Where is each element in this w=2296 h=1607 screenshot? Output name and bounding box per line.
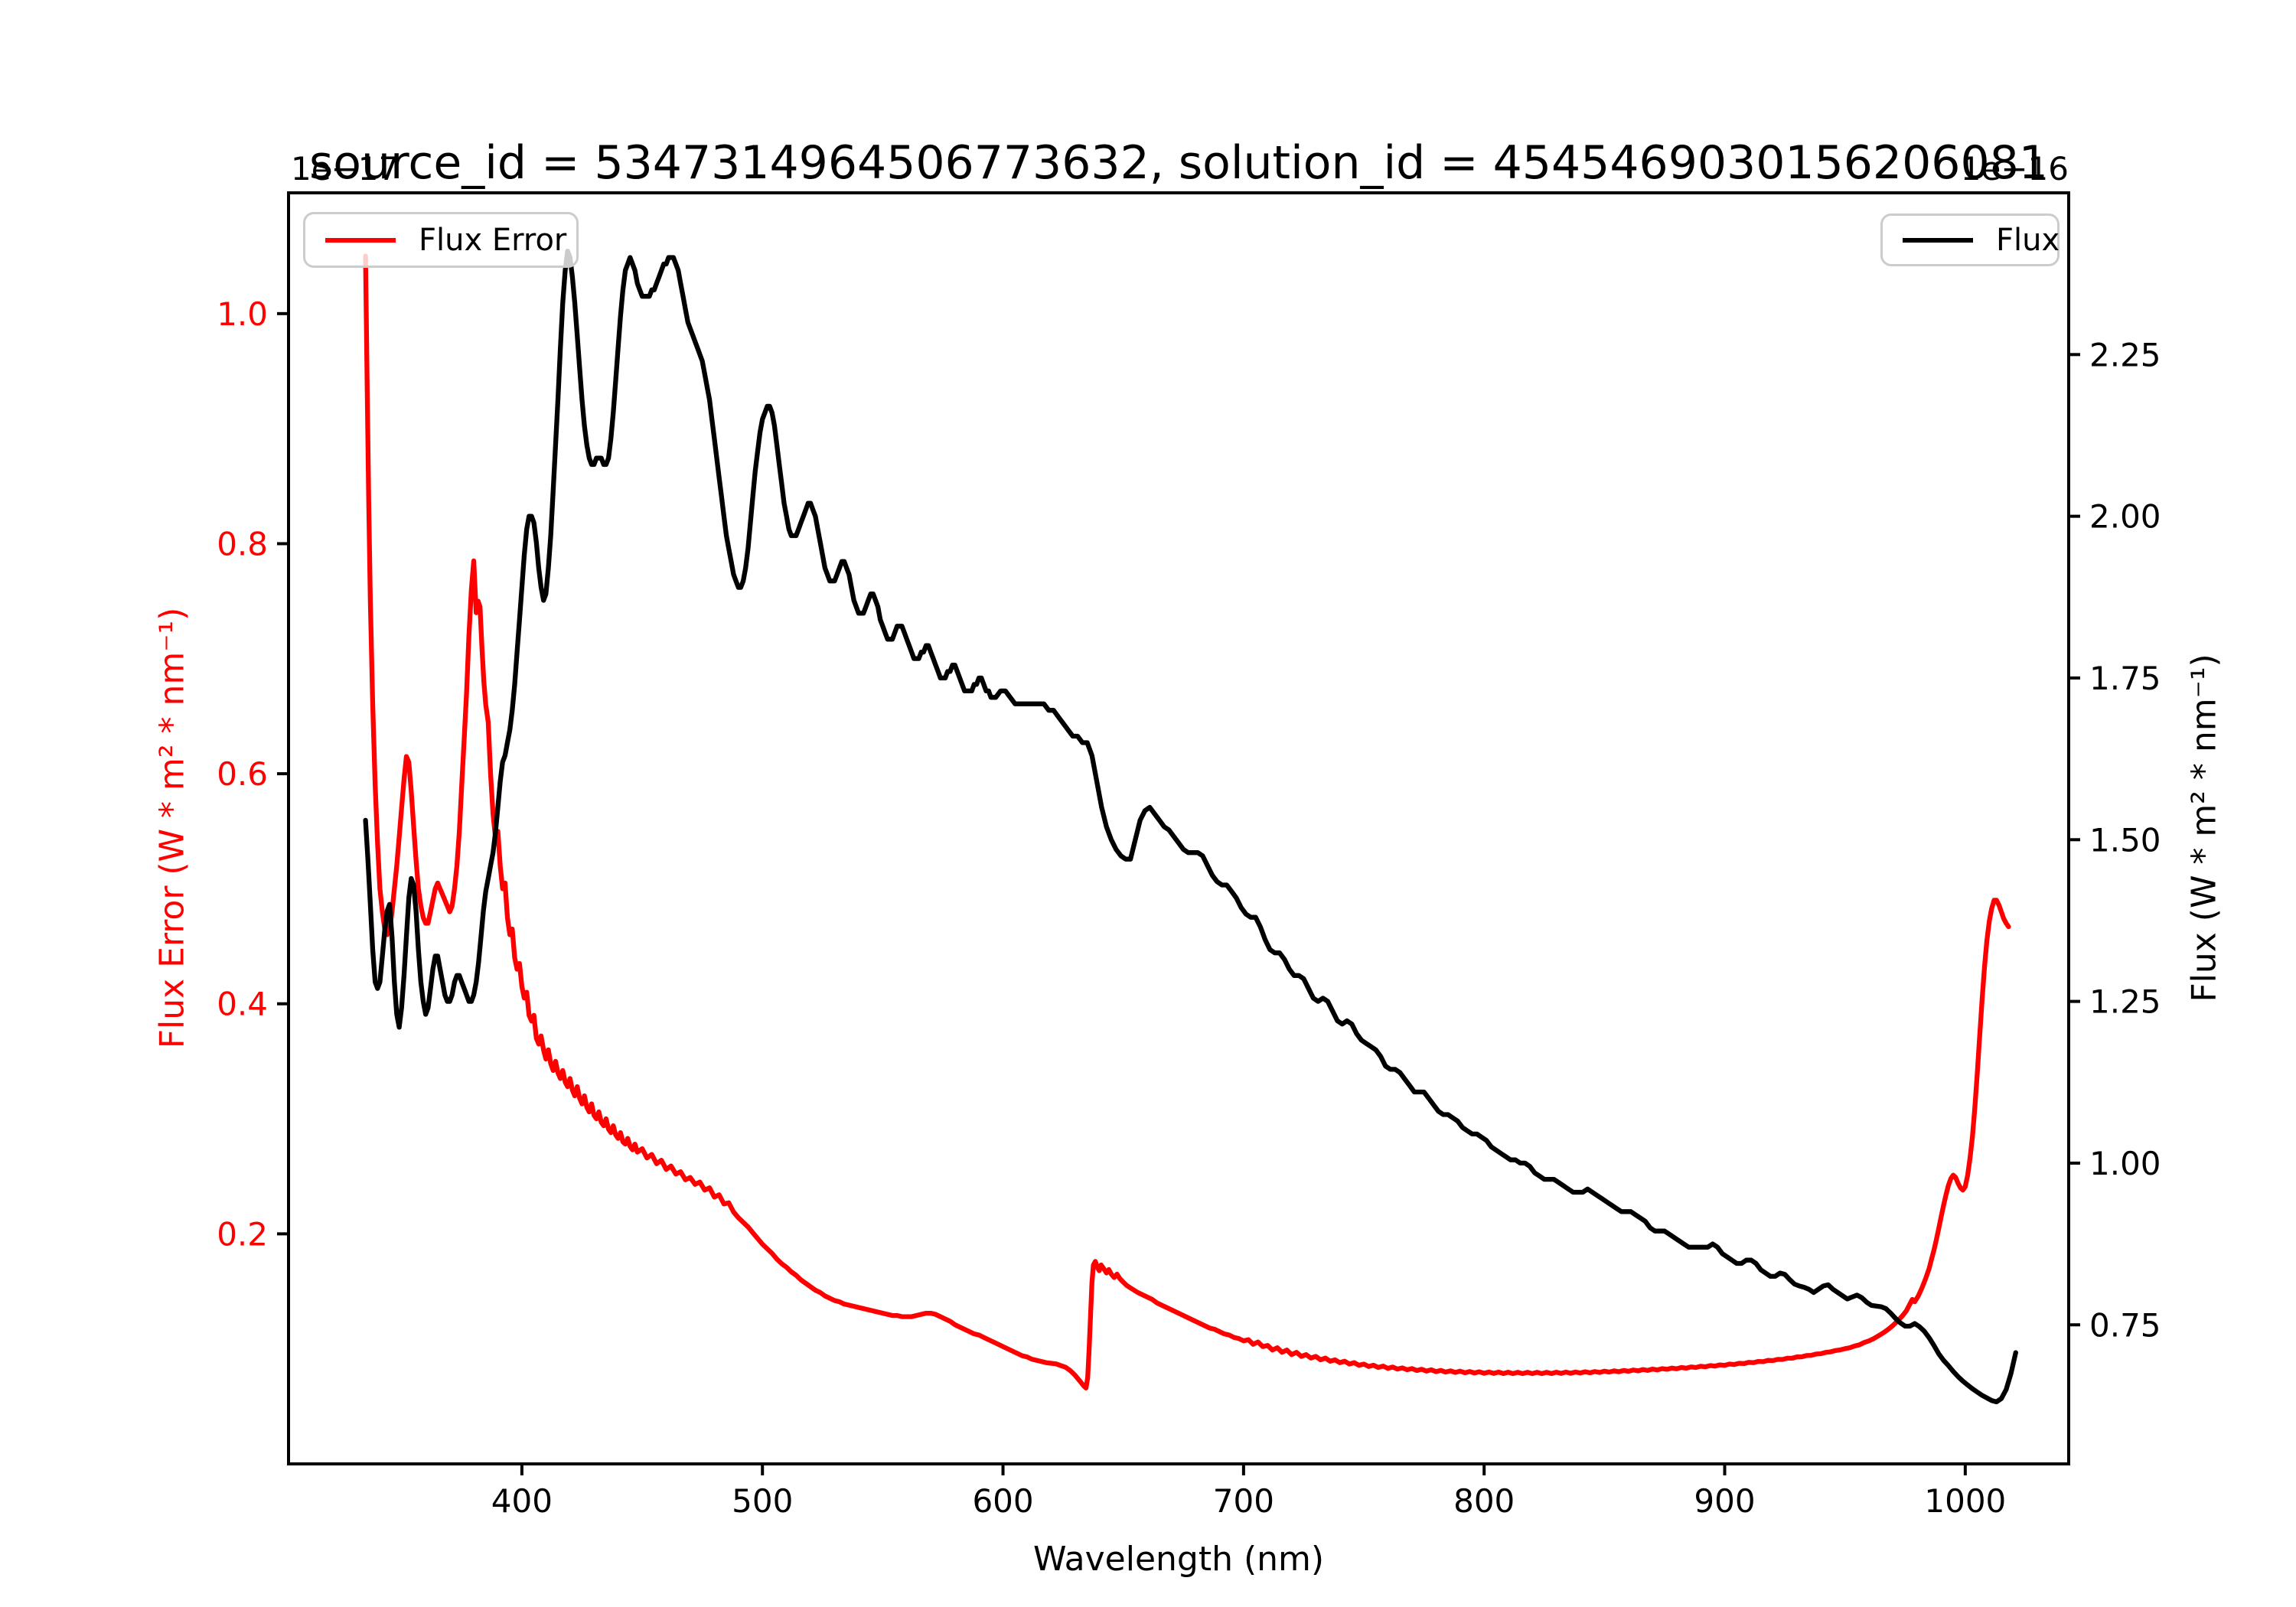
x-axis-label: Wavelength (nm) bbox=[1032, 1540, 1325, 1579]
flux-error-legend-line-icon bbox=[325, 237, 396, 243]
right-y-tick-label: 1.50 bbox=[2089, 821, 2161, 859]
x-tick-label: 400 bbox=[491, 1482, 553, 1520]
flux-curve bbox=[363, 248, 2018, 1405]
left-y-tick-label: 0.6 bbox=[217, 755, 268, 793]
x-tick-label: 500 bbox=[732, 1482, 793, 1520]
flux-legend-line-icon bbox=[1903, 237, 1973, 243]
right-y-tick-label: 2.00 bbox=[2089, 498, 2161, 536]
x-tick-label: 700 bbox=[1213, 1482, 1274, 1520]
right-y-tick-label: 1.25 bbox=[2089, 983, 2161, 1021]
left-y-tick-label: 0.4 bbox=[217, 986, 268, 1023]
right-y-tick-label: 0.75 bbox=[2089, 1306, 2161, 1344]
x-tick-label: 600 bbox=[972, 1482, 1033, 1520]
right-axis-offset-text: 1e−16 bbox=[1960, 150, 2069, 187]
left-y-tick-label: 0.2 bbox=[217, 1215, 268, 1253]
flux-error-curve bbox=[363, 253, 2011, 1390]
x-tick-label: 1000 bbox=[1924, 1482, 2006, 1520]
x-tick-label: 800 bbox=[1453, 1482, 1515, 1520]
legend-flux-label: Flux bbox=[1996, 222, 2060, 258]
chart-title: source_id = 5347314964506773632, solutio… bbox=[309, 136, 2048, 190]
left-y-axis-label: Flux Error (W * m² * nm⁻¹) bbox=[152, 607, 192, 1049]
x-tick-label: 900 bbox=[1694, 1482, 1755, 1520]
right-y-tick-label: 1.75 bbox=[2089, 660, 2161, 697]
right-y-tick-label: 2.25 bbox=[2089, 336, 2161, 373]
right-y-tick-label: 1.00 bbox=[2089, 1145, 2161, 1182]
axes-spines bbox=[287, 191, 2070, 1465]
legend-flux-error: Flux Error bbox=[303, 212, 579, 268]
left-axis-offset-text: 1e−17 bbox=[291, 150, 400, 187]
right-y-axis-label: Flux (W * m² * nm⁻¹) bbox=[2184, 654, 2224, 1002]
left-y-tick-label: 0.8 bbox=[217, 525, 268, 562]
legend-flux-error-label: Flux Error bbox=[419, 222, 567, 258]
left-y-tick-label: 1.0 bbox=[217, 295, 268, 333]
legend-flux: Flux bbox=[1880, 214, 2060, 266]
